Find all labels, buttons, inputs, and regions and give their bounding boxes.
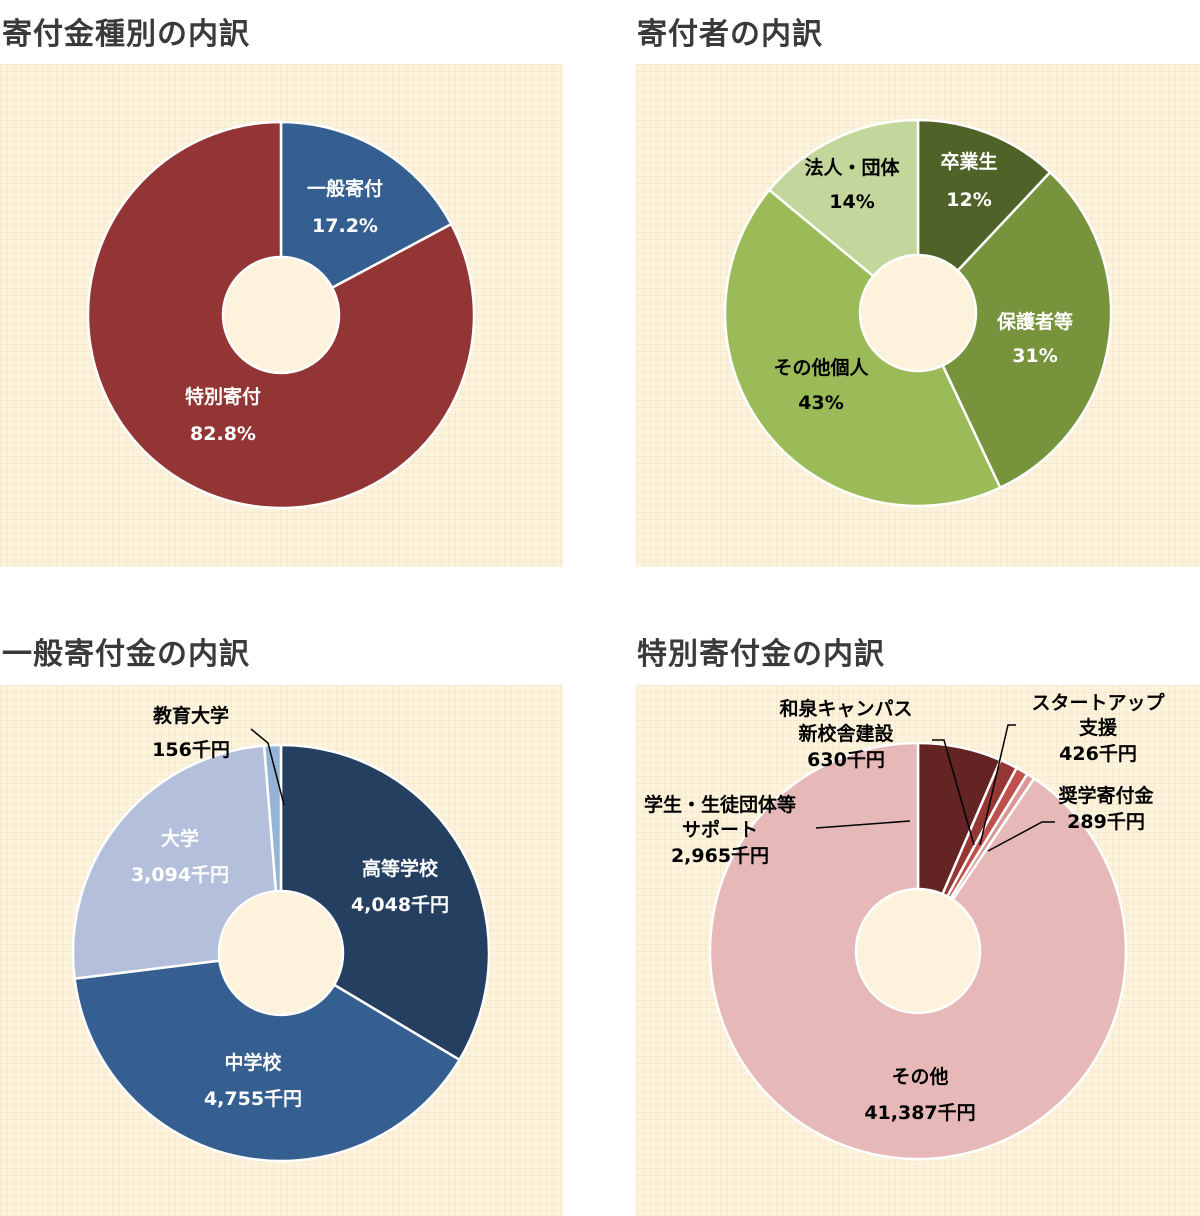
donut-hole	[854, 887, 982, 1015]
slice-c2-1	[916, 170, 1113, 490]
slice-value-label: 43%	[798, 392, 843, 414]
slice-label: 高等学校	[362, 857, 439, 880]
slice-c1-0	[279, 120, 453, 318]
slice-value-label: 3,094千円	[131, 864, 229, 886]
slice-value-label: 289千円	[1067, 811, 1145, 833]
slice-value-label: 12%	[946, 189, 991, 211]
slice-label: 学生・生徒団体等	[644, 793, 796, 816]
leader-line	[932, 739, 975, 846]
slice-label: 卒業生	[940, 150, 997, 173]
slice-value-label: 17.2%	[312, 215, 378, 237]
donut-chart-donation-types: 一般寄付 17.2% 特別寄付 82.8%	[86, 120, 476, 510]
leader-line	[815, 820, 911, 829]
chart-title-general-donations: 一般寄付金の内訳	[2, 637, 250, 672]
donut-hole	[221, 255, 341, 375]
slice-c2-3	[767, 118, 920, 316]
slice-value-label: 31%	[1012, 345, 1057, 367]
slice-label: 法人・団体	[804, 156, 900, 179]
slice-value-label: 14%	[829, 191, 874, 213]
slice-label: その他個人	[773, 356, 869, 379]
slice-value-label: 4,755千円	[204, 1088, 302, 1110]
slice-label: 大学	[161, 827, 199, 850]
chart-title-donors: 寄付者の内訳	[637, 17, 823, 52]
slice-label: サポート	[682, 818, 758, 841]
slice-c1-1	[86, 120, 476, 510]
slice-value-label: 630千円	[807, 749, 885, 771]
slice-label: その他	[891, 1065, 948, 1088]
slice-label: スタートアップ	[1031, 691, 1165, 714]
slice-value-label: 156千円	[152, 739, 230, 761]
slice-label: 特別寄付	[185, 385, 261, 408]
slice-value-label: 2,965千円	[671, 845, 769, 867]
donut-hole	[858, 253, 978, 373]
slice-label: 和泉キャンパス	[779, 697, 912, 720]
leader-line	[250, 728, 285, 806]
slice-label: 教育大学	[153, 704, 229, 727]
slice-value-label: 426千円	[1059, 743, 1137, 765]
slice-value-label: 41,387千円	[864, 1102, 975, 1124]
chart-title-donation-types: 寄付金種別の内訳	[2, 17, 250, 52]
slice-c3-1	[73, 951, 462, 1163]
donut-hole	[217, 889, 345, 1017]
leader-line	[979, 724, 1016, 846]
slice-label: 支援	[1078, 716, 1118, 739]
slice-label: 奨学寄付金	[1057, 784, 1154, 807]
slice-label: 新校舎建設	[798, 722, 894, 745]
slice-value-label: 82.8%	[190, 423, 256, 445]
slice-label: 中学校	[224, 1051, 282, 1074]
slice-value-label: 4,048千円	[351, 894, 449, 916]
slice-c4-4	[708, 741, 1128, 1161]
leader-line	[987, 821, 1055, 852]
chart-title-special-donations: 特別寄付金の内訳	[637, 637, 885, 672]
slice-label: 保護者等	[996, 310, 1073, 333]
slice-label: 一般寄付	[307, 177, 383, 200]
slice-c2-2	[723, 188, 1002, 508]
donut-chart-donors: 卒業生 12% 保護者等 31% その他個人 43% 法人・団体 14%	[723, 118, 1113, 508]
